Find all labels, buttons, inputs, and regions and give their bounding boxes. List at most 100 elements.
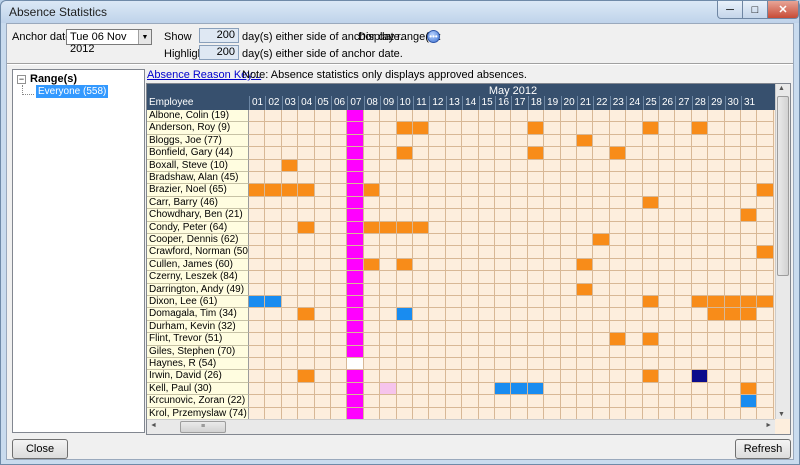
day-cell[interactable] [593,122,610,135]
day-cell[interactable] [396,196,413,210]
day-cell[interactable] [429,184,446,197]
day-cell[interactable] [478,358,495,371]
employee-column-header[interactable]: Employee [149,97,194,108]
day-cell[interactable] [281,110,299,123]
day-cell[interactable] [593,382,610,396]
day-cell[interactable] [577,172,594,185]
day-cell[interactable] [741,234,758,247]
day-cell[interactable] [593,320,610,334]
day-cell[interactable] [659,172,676,185]
day-cell[interactable] [626,382,643,396]
day-cell[interactable] [249,358,266,371]
day-cell[interactable] [609,234,627,247]
day-cell[interactable] [527,196,545,210]
day-cell[interactable] [314,283,331,296]
day-cell[interactable] [724,172,741,185]
day-cell[interactable] [249,345,266,358]
day-cell[interactable] [741,110,758,123]
tree-root-ranges[interactable]: Range(s) [30,73,78,85]
day-cell[interactable] [642,196,659,210]
day-cell[interactable] [741,296,758,309]
day-cell[interactable] [659,345,676,358]
employee-name[interactable]: Brazier, Noel (65) [147,184,249,197]
day-cell[interactable] [527,358,545,371]
day-cell[interactable] [462,271,479,284]
day-cell[interactable] [675,382,692,396]
day-cell[interactable] [462,246,479,259]
day-cell[interactable] [708,308,725,321]
day-cell[interactable] [577,395,594,408]
day-cell[interactable] [659,271,676,284]
day-cell[interactable] [593,134,610,148]
day-cell[interactable] [298,308,315,321]
day-cell[interactable] [495,320,512,334]
day-cell[interactable] [757,234,774,247]
day-cell[interactable] [314,370,331,383]
day-cell[interactable] [396,122,413,135]
day-cell[interactable] [347,345,364,358]
day-cell[interactable] [331,147,348,160]
day-cell[interactable] [741,283,758,296]
day-cell[interactable] [347,370,364,383]
day-cell[interactable] [396,283,413,296]
day-cell[interactable] [511,184,528,197]
day-cell[interactable] [511,283,528,296]
day-cell[interactable] [626,196,643,210]
day-cell[interactable] [331,258,348,272]
day-cell[interactable] [708,246,725,259]
day-cell[interactable] [642,147,659,160]
day-cell[interactable] [265,159,282,172]
day-cell[interactable] [314,308,331,321]
day-cell[interactable] [724,221,741,234]
day-cell[interactable] [544,358,561,371]
day-cell[interactable] [593,283,610,296]
employee-name[interactable]: Bradshaw, Alan (45) [147,172,249,185]
day-cell[interactable] [380,159,397,172]
day-cell[interactable] [347,258,364,272]
day-cell[interactable] [281,147,299,160]
day-cell[interactable] [757,184,774,197]
day-cell[interactable] [363,234,381,247]
day-cell[interactable] [298,147,315,160]
day-cell[interactable] [445,320,463,334]
day-cell[interactable] [445,333,463,346]
day-cell[interactable] [429,110,446,123]
day-cell[interactable] [724,234,741,247]
day-cell[interactable] [560,358,577,371]
day-cell[interactable] [249,209,266,222]
day-cell[interactable] [478,258,495,272]
day-cell[interactable] [708,159,725,172]
day-cell[interactable] [331,382,348,396]
day-cell[interactable] [544,209,561,222]
day-cell[interactable] [331,320,348,334]
day-cell[interactable] [347,283,364,296]
day-cell[interactable] [396,358,413,371]
day-cell[interactable] [724,209,741,222]
day-cell[interactable] [560,258,577,272]
day-cell[interactable] [577,296,594,309]
day-cell[interactable] [741,308,758,321]
day-cell[interactable] [511,271,528,284]
day-cell[interactable] [609,209,627,222]
day-cell[interactable] [642,134,659,148]
day-cell[interactable] [413,333,430,346]
day-cell[interactable] [445,370,463,383]
day-cell[interactable] [462,320,479,334]
day-cell[interactable] [560,110,577,123]
day-cell[interactable] [659,196,676,210]
day-cell[interactable] [626,221,643,234]
day-cell[interactable] [331,184,348,197]
day-cell[interactable] [708,134,725,148]
day-cell[interactable] [281,370,299,383]
day-cell[interactable] [593,221,610,234]
day-cell[interactable] [511,258,528,272]
employee-name[interactable]: Krcunovic, Zoran (22) [147,395,249,408]
day-cell[interactable] [495,122,512,135]
day-cell[interactable] [363,110,381,123]
day-cell[interactable] [281,271,299,284]
day-cell[interactable] [396,110,413,123]
day-cell[interactable] [642,333,659,346]
day-cell[interactable] [659,110,676,123]
day-cell[interactable] [626,308,643,321]
day-cell[interactable] [741,258,758,272]
